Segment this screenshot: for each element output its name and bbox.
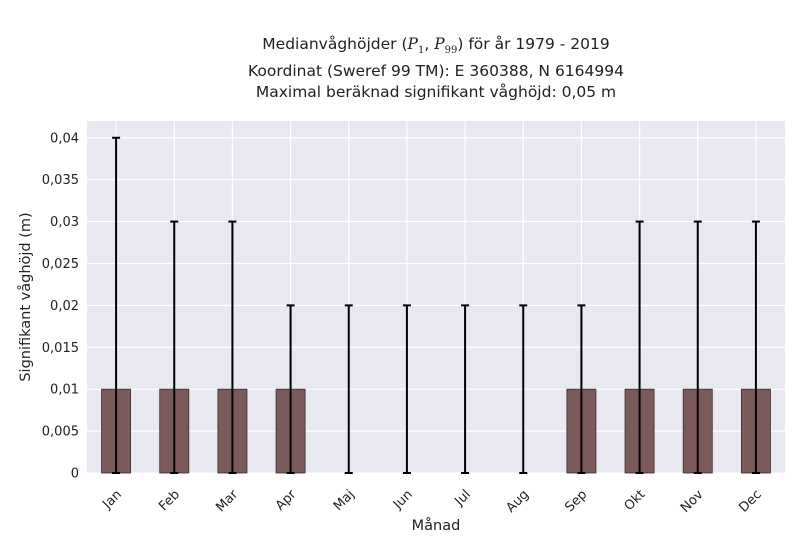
y-tick-label: 0,04 xyxy=(50,131,79,146)
y-tick-label: 0,01 xyxy=(50,383,79,398)
title-line-2: Koordinat (Sweref 99 TM): E 360388, N 61… xyxy=(248,62,624,81)
y-tick-label: 0,02 xyxy=(50,299,79,314)
y-tick-label: 0,015 xyxy=(42,341,79,356)
x-tick-label: Apr xyxy=(273,487,300,514)
title-p1-sub: 1 xyxy=(417,45,425,57)
x-tick-label: Jul xyxy=(452,487,474,509)
plot-area xyxy=(87,121,785,473)
x-tick-label: Sep xyxy=(562,487,590,515)
y-tick-label: 0,005 xyxy=(42,425,79,440)
title-comma: , xyxy=(424,35,435,53)
x-tick-label: Jun xyxy=(390,487,416,513)
title-line-1-suffix: ) för år 1979 - 2019 xyxy=(457,35,610,53)
title-p1: P1 xyxy=(407,35,425,57)
y-tick-labels: 0 0,005 0,01 0,015 0,02 0,025 0,03 0,035 0,04 xyxy=(42,131,79,481)
x-axis-label: Månad xyxy=(412,517,461,534)
x-tick-label: Mar xyxy=(213,487,241,515)
error-bars xyxy=(112,136,760,474)
y-axis-label: Signifikant våghöjd (m) xyxy=(17,212,34,381)
x-tick-label: Aug xyxy=(504,487,533,516)
y-tick-label: 0,025 xyxy=(42,257,79,272)
y-tick-label: 0,03 xyxy=(50,215,79,230)
x-tick-label: Maj xyxy=(331,487,358,514)
title-line-1: Medianvåghöjder (P1, P99) för år 1979 - … xyxy=(87,34,785,61)
x-tick-labels: Jan Feb Mar Apr Maj Jun Jul Aug Sep Okt Nov Dec xyxy=(99,487,764,516)
y-gridlines xyxy=(87,137,785,474)
title-p99-sub: 99 xyxy=(444,45,458,57)
y-tick-label: 0 xyxy=(71,467,79,482)
title-p1-base: P xyxy=(407,35,418,53)
x-tick-label: Nov xyxy=(678,487,707,516)
x-tick-label: Dec xyxy=(736,487,764,515)
x-tick-label: Okt xyxy=(622,487,649,514)
title-p99: P99 xyxy=(434,35,458,57)
chart-title: Medianvåghöjder (P1, P99) för år 1979 - … xyxy=(87,34,785,103)
x-tick-label: Feb xyxy=(156,487,183,514)
title-line-1-prefix: Medianvåghöjder ( xyxy=(262,35,408,53)
title-line-3: Maximal beräknad signifikant våghöjd: 0,… xyxy=(255,83,617,102)
y-tick-label: 0,035 xyxy=(42,173,79,188)
title-p99-base: P xyxy=(434,35,445,53)
x-tick-label: Jan xyxy=(99,487,124,512)
